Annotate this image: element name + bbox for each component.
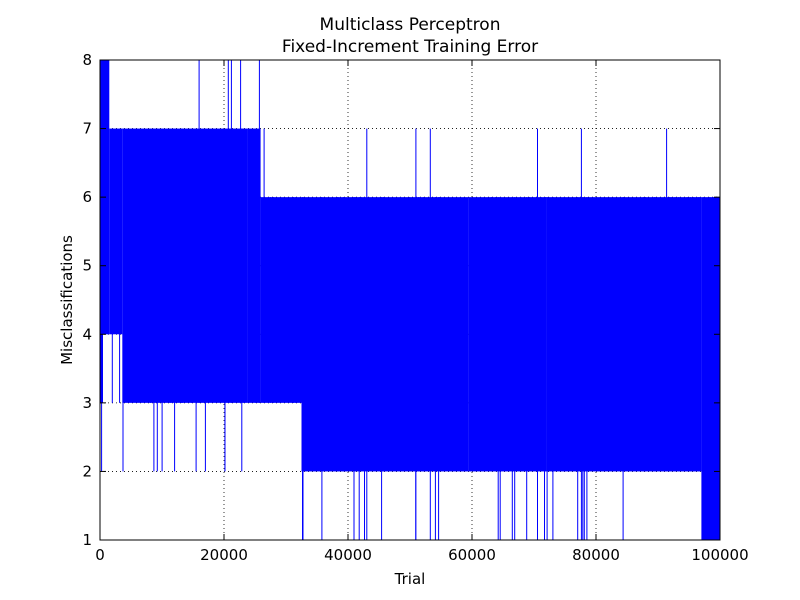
series-band xyxy=(109,128,123,335)
x-tick-label: 40000 xyxy=(324,546,372,564)
x-axis-label: Trial xyxy=(394,570,426,588)
y-tick-label: 1 xyxy=(82,531,92,549)
data-series xyxy=(100,60,720,540)
series-band xyxy=(260,197,302,403)
y-tick-label: 4 xyxy=(82,325,92,343)
y-axis-label: Misclassifications xyxy=(58,235,76,365)
y-tick-label: 2 xyxy=(82,462,92,480)
plot-frame xyxy=(99,59,721,541)
y-tick-label: 5 xyxy=(82,257,92,275)
series-band xyxy=(122,128,248,403)
axis-ticks: 0 20000 40000 60000 80000 100000 1 2 3 4 5 6 7 8 xyxy=(82,51,748,564)
x-tick-label: 20000 xyxy=(200,546,248,564)
series-band xyxy=(301,197,469,472)
y-tick-label: 3 xyxy=(82,394,92,412)
series-band xyxy=(468,197,547,472)
x-tick-label: 100000 xyxy=(691,546,748,564)
x-tick-label: 60000 xyxy=(448,546,496,564)
series-band xyxy=(701,197,720,540)
y-tick-label: 7 xyxy=(82,120,92,138)
y-tick-label: 8 xyxy=(82,51,92,69)
x-tick-label: 0 xyxy=(95,546,105,564)
series-band xyxy=(247,128,261,403)
x-tick-label: 80000 xyxy=(572,546,620,564)
y-tick-label: 6 xyxy=(82,188,92,206)
chart-title: Multiclass Perceptron xyxy=(320,15,501,35)
chart-subtitle: Fixed-Increment Training Error xyxy=(282,37,538,57)
